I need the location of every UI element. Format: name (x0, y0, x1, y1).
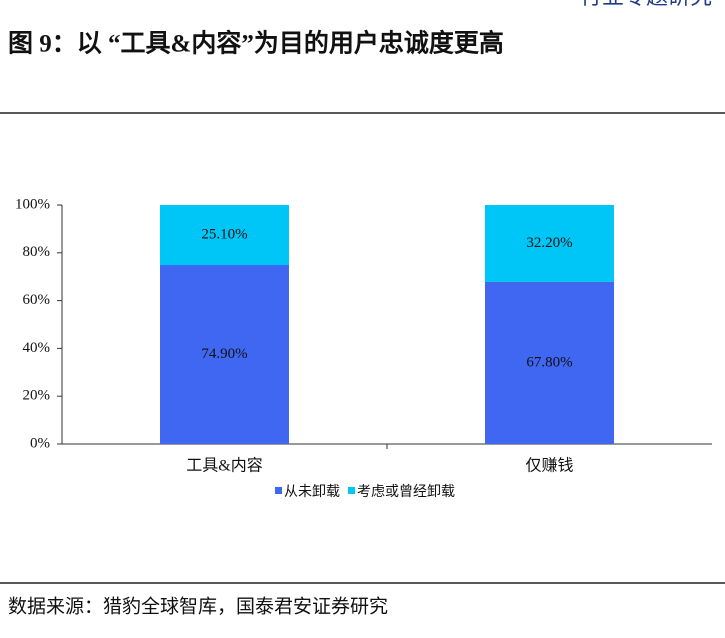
x-tick-label: 仅赚钱 (525, 457, 573, 475)
legend-label: 考虑或曾经卸载 (357, 484, 455, 500)
y-tick-label: 60% (23, 292, 51, 308)
y-tick-label: 0% (30, 435, 50, 451)
data-label: 32.20% (526, 235, 572, 251)
data-label: 67.80% (526, 354, 572, 370)
legend-label: 从未卸载 (284, 484, 340, 500)
bar-segment (160, 264, 289, 444)
legend-swatch (348, 487, 355, 494)
bar-segment (485, 281, 614, 444)
bar-segment (485, 205, 614, 282)
header: 行业专题研究 (580, 0, 712, 9)
y-tick-label: 80% (23, 244, 51, 260)
data-label: 74.90% (201, 346, 247, 362)
title: 图 9：以 “工具&内容”为目的用户忠诚度更高 (8, 29, 504, 58)
source: 数据来源：猎豹全球智库，国泰君安证券研究 (8, 595, 388, 617)
y-tick-label: 40% (23, 340, 51, 356)
y-tick-label: 100% (15, 196, 50, 212)
y-tick-label: 20% (23, 388, 51, 404)
legend-swatch (275, 487, 282, 494)
data-label: 25.10% (201, 226, 247, 242)
x-tick-label: 工具&内容 (186, 457, 262, 475)
chart: 0% 20% 40% 60% 80% 100% 工具&内容 74.90% 25.10% 仅赚钱 67… (15, 196, 712, 500)
bar-segment (160, 205, 289, 265)
